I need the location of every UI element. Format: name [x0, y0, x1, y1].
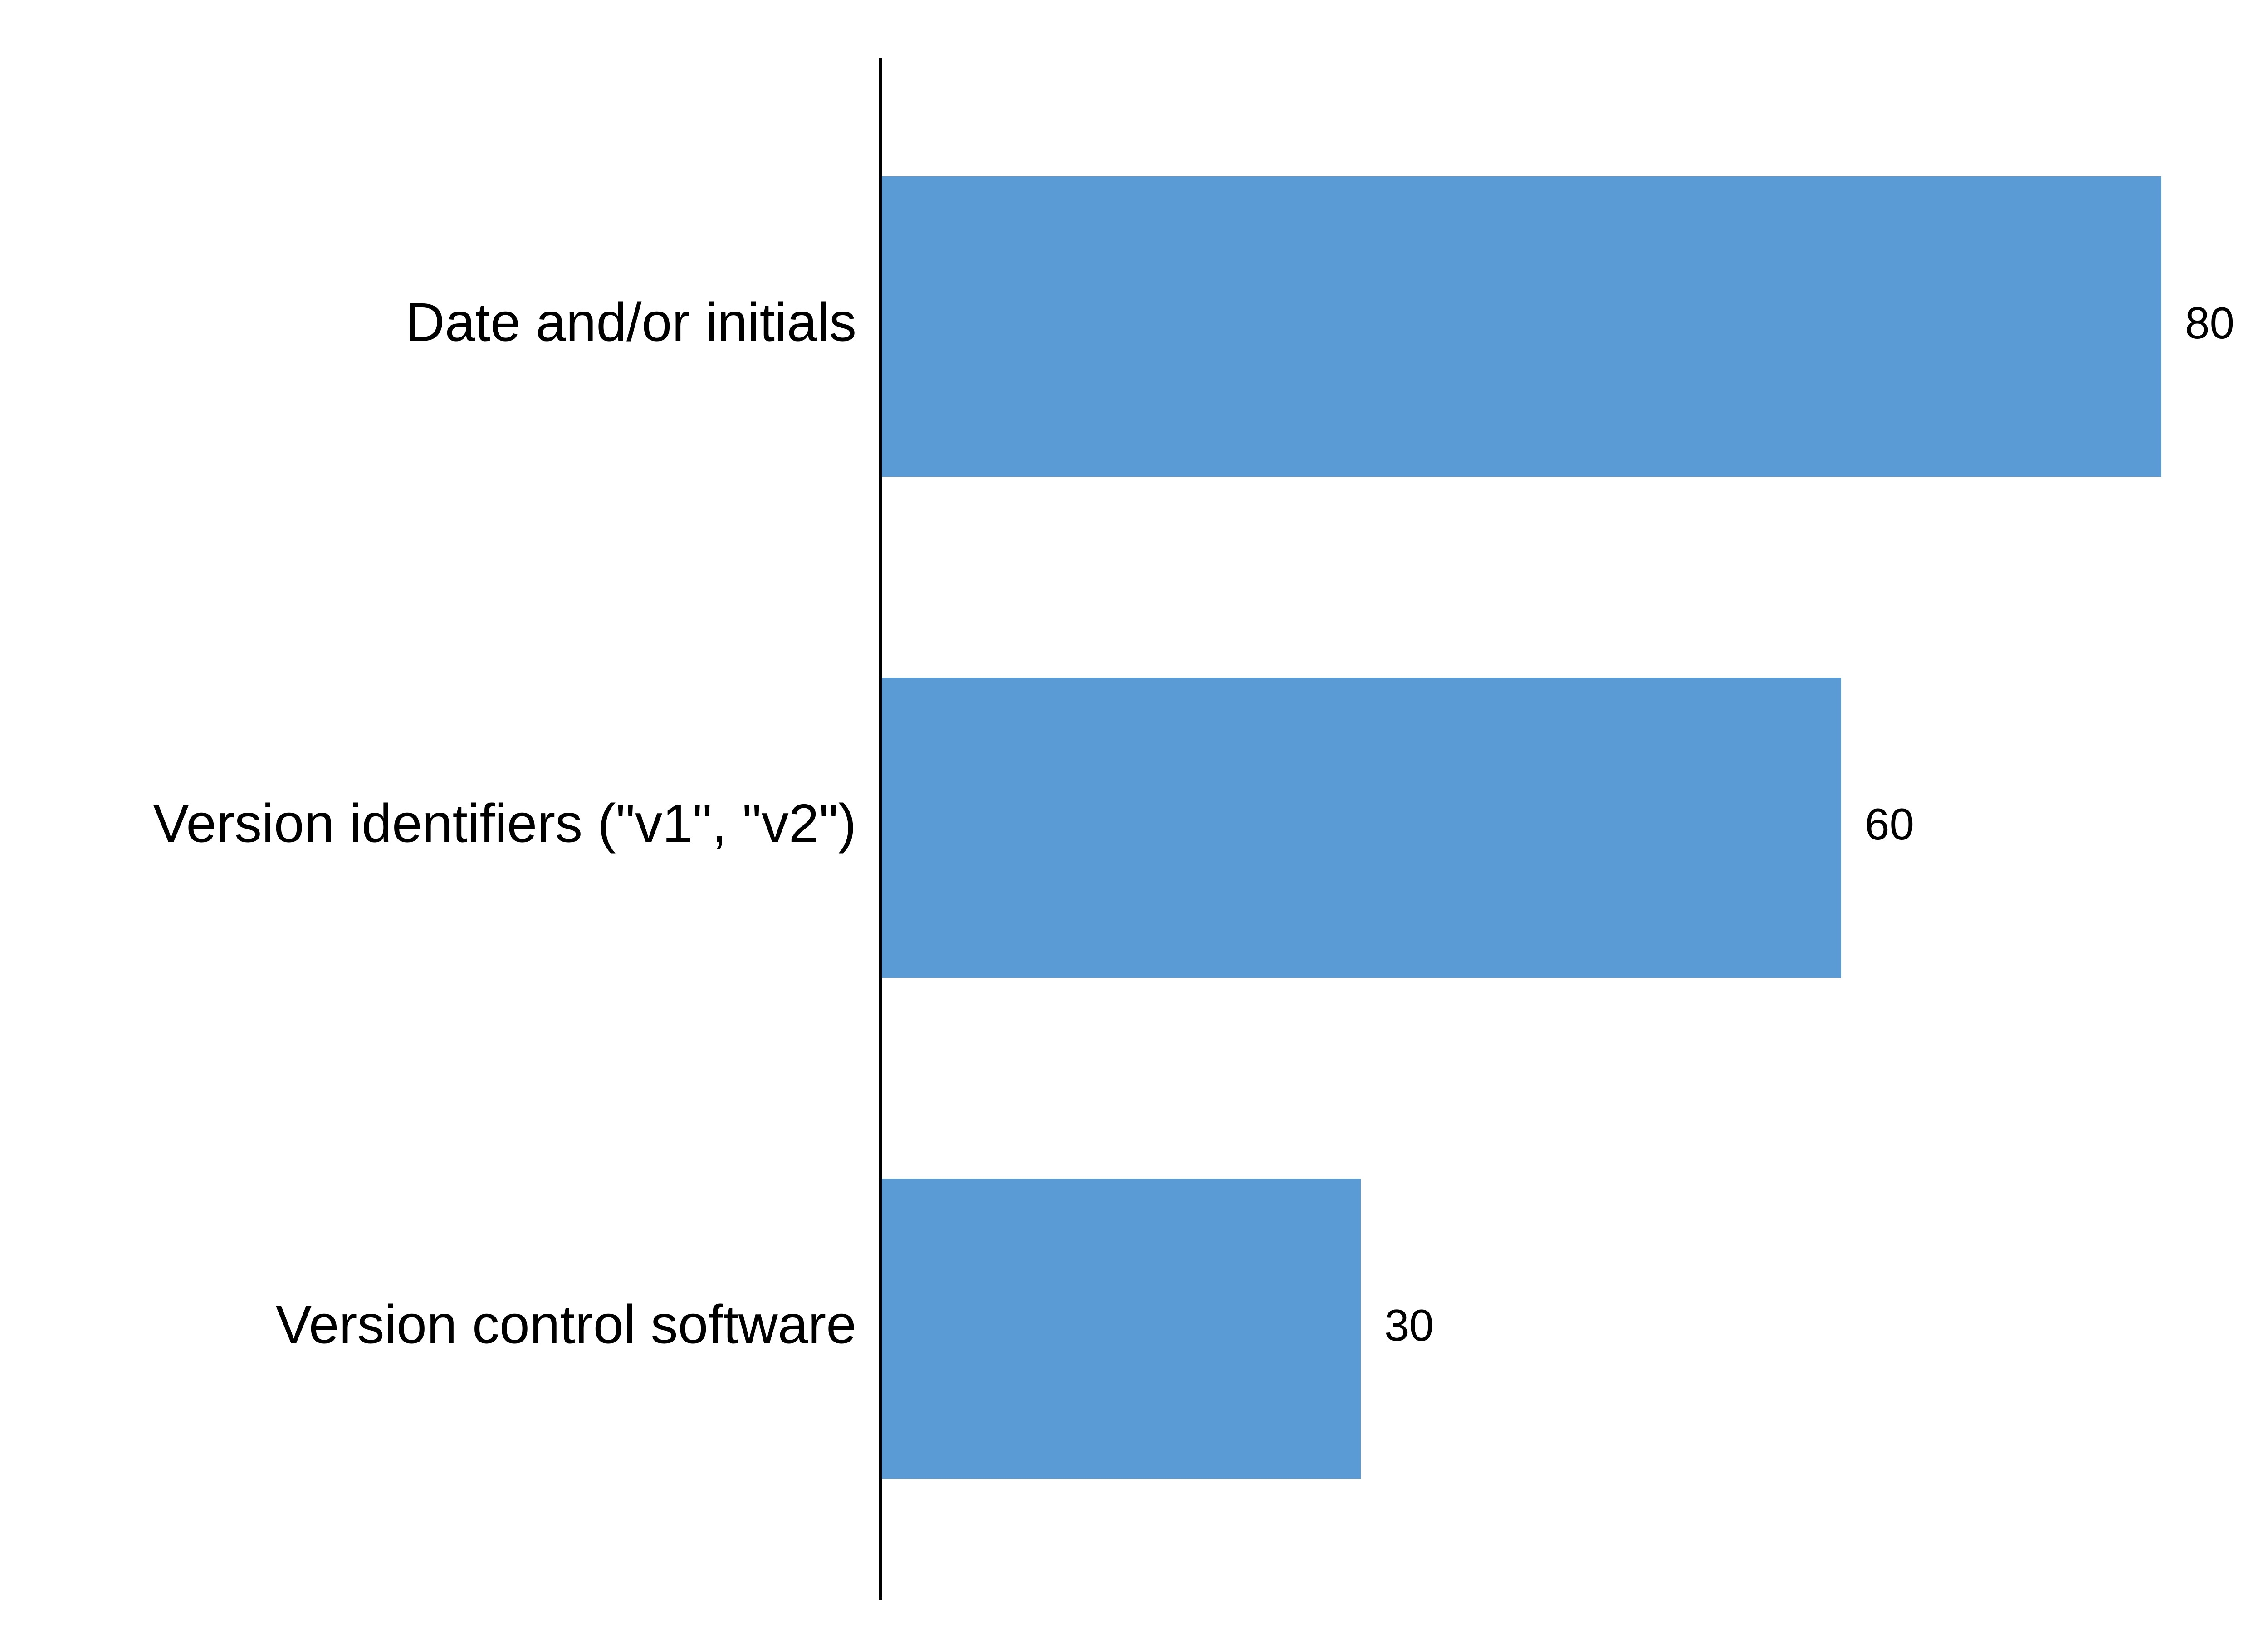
value-label: 30: [1384, 1300, 1434, 1350]
category-label: Version identifiers ("v1", "v2"): [153, 793, 856, 854]
value-label: 60: [1865, 799, 1914, 849]
category-label: Version control software: [275, 1294, 856, 1355]
bar: [880, 678, 1841, 978]
category-label: Date and/or initials: [406, 292, 856, 353]
labels-layer: Date and/or initials 80 Version identifier…: [153, 292, 2234, 1355]
bar: [880, 1179, 1361, 1479]
bars-layer: [880, 176, 2161, 1479]
bar: [880, 176, 2161, 477]
value-label: 80: [2185, 298, 2234, 348]
